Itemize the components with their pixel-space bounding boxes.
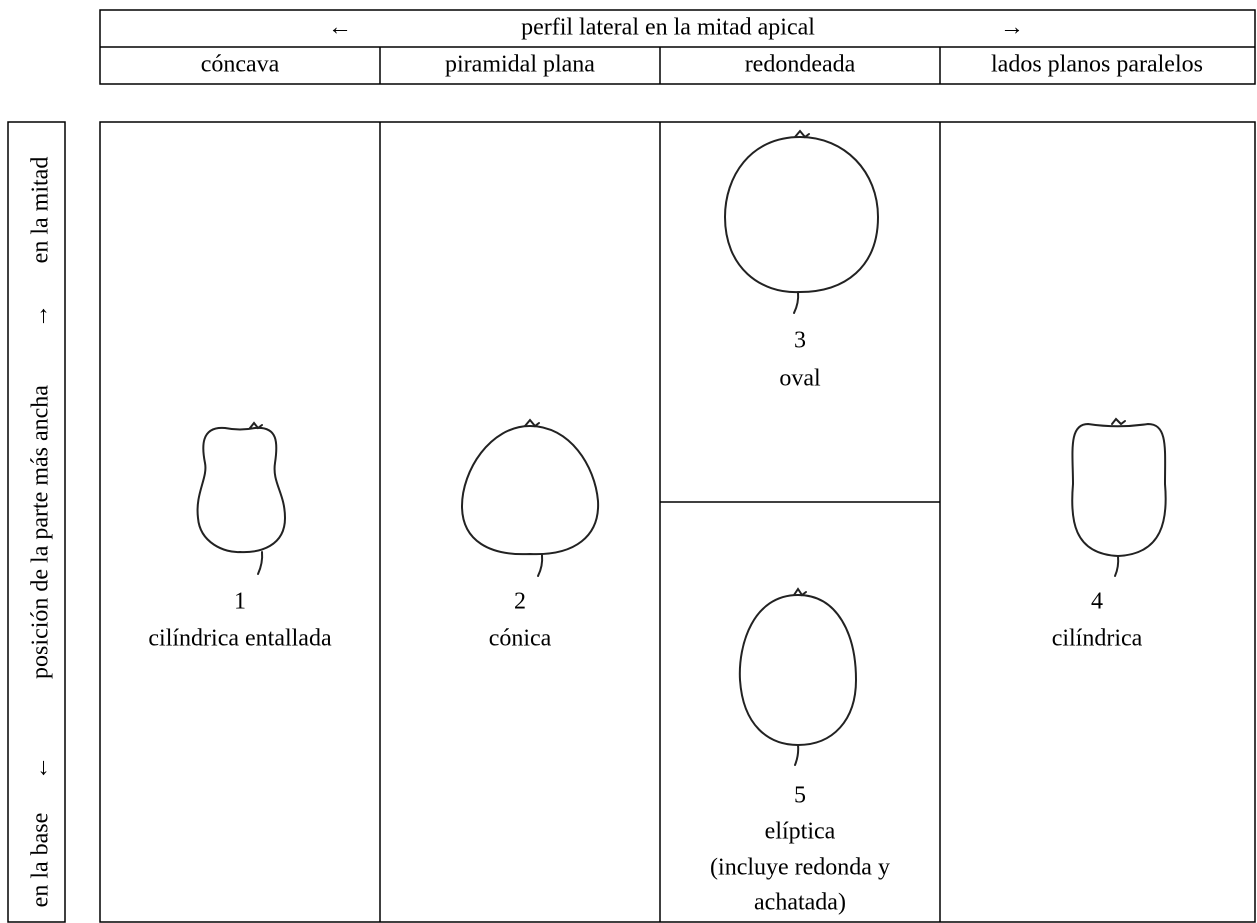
fruit-shape bbox=[1071, 417, 1167, 577]
column-header: redondeada bbox=[745, 52, 856, 78]
cell-label: cónica bbox=[489, 626, 552, 652]
header-table bbox=[99, 9, 1256, 85]
fruit-shape bbox=[738, 587, 858, 766]
column-header: cóncava bbox=[201, 52, 280, 78]
column-header: lados planos paralelos bbox=[991, 52, 1203, 78]
cell-label: achatada) bbox=[754, 890, 846, 916]
column-header: piramidal plana bbox=[445, 52, 595, 78]
cell-label: oval bbox=[779, 366, 821, 392]
main-grid bbox=[99, 121, 1256, 923]
cell-label: elíptica bbox=[765, 819, 836, 845]
side-arrow: → bbox=[28, 304, 54, 328]
side-label: posición de la parte más ancha bbox=[28, 385, 54, 679]
cell-label: cilíndrica entallada bbox=[148, 626, 332, 652]
cell-label: (incluye redonda y bbox=[710, 855, 890, 881]
cell-number: 1 bbox=[234, 589, 246, 615]
arrow-left: ← bbox=[328, 15, 352, 41]
fruit-shape bbox=[196, 421, 287, 575]
side-label: en la base bbox=[28, 813, 54, 908]
cell-number: 5 bbox=[794, 783, 806, 809]
fruit-shape bbox=[723, 129, 880, 314]
side-box bbox=[7, 121, 66, 923]
side-arrow: ← bbox=[28, 756, 54, 780]
cell-label: cilíndrica bbox=[1052, 626, 1143, 652]
fruit-shape bbox=[460, 418, 600, 577]
arrow-right: → bbox=[1000, 15, 1024, 41]
side-label: en la mitad bbox=[28, 157, 54, 264]
header-title: perfil lateral en la mitad apical bbox=[521, 15, 815, 41]
cell-number: 2 bbox=[514, 589, 526, 615]
cell-number: 3 bbox=[794, 328, 806, 354]
cell-number: 4 bbox=[1091, 589, 1103, 615]
